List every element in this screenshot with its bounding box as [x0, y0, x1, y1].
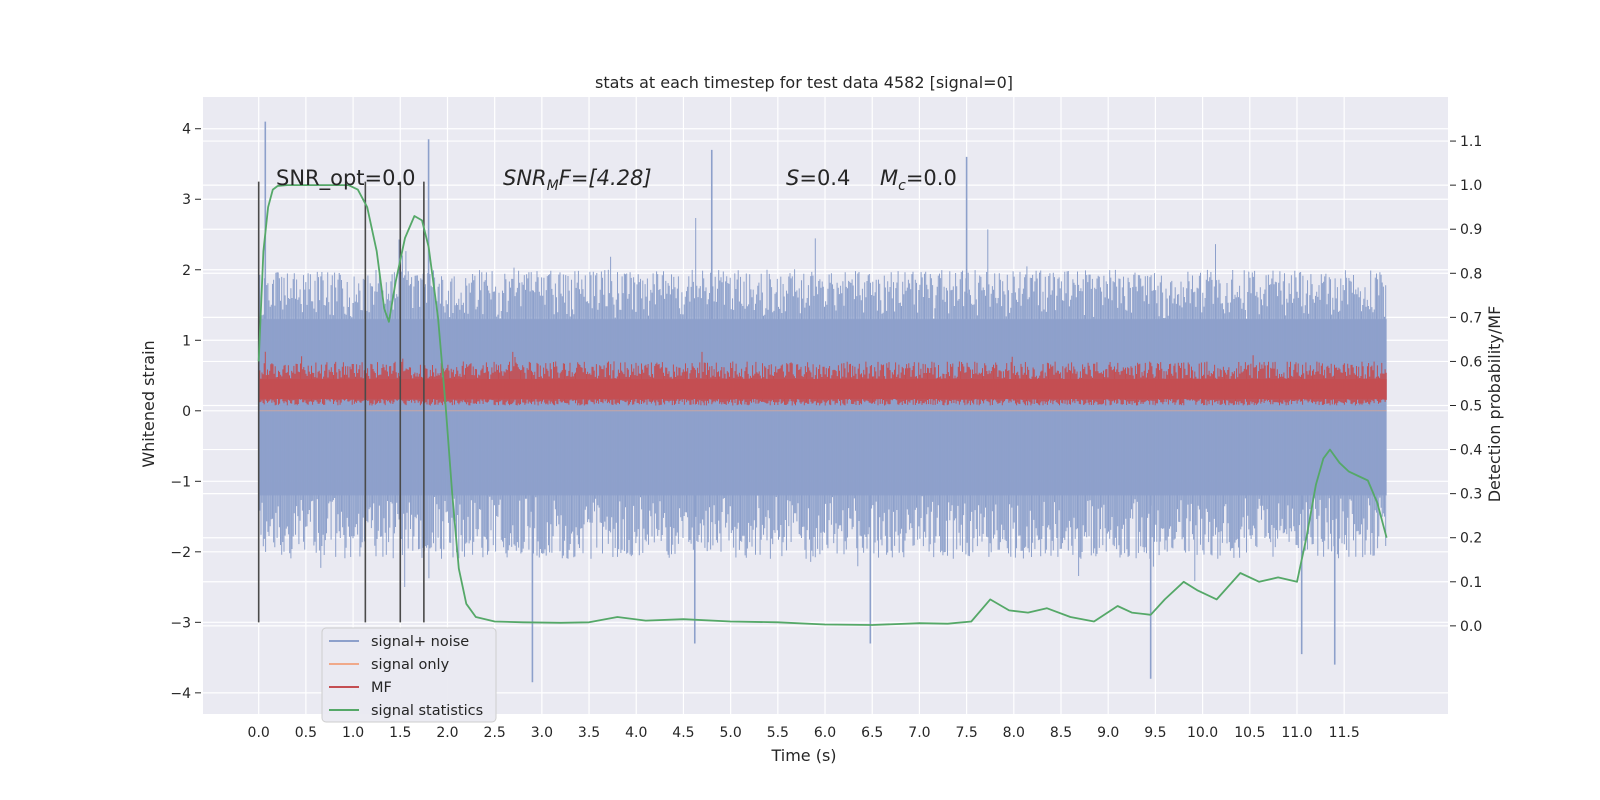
y-right-tick-label: 0.9 [1460, 222, 1482, 238]
legend-box [321, 627, 497, 723]
x-tick-label: 0.5 [295, 725, 317, 741]
annotation-mc: Mc=0.0 [880, 166, 957, 194]
y-right-tick-label: 0.3 [1460, 487, 1482, 503]
y-tick-label: 0 [182, 404, 191, 420]
x-tick-label: 7.5 [955, 725, 977, 741]
x-axis-ticks: 0.0 0.5 1.0 1.5 2.0 2.5 3.0 3.5 4.0 4.5 5.0 5.5 6.0 6… [248, 725, 1360, 741]
x-tick-label: 3.0 [531, 725, 553, 741]
y-tick-label: −1 [170, 474, 191, 490]
y-axis-left-ticks: 4 3 2 1 0 −1 −2 −3 −4 [170, 122, 201, 702]
x-tick-label: 5.0 [720, 725, 742, 741]
x-tick-label: 1.0 [342, 725, 364, 741]
series-signal-plus-noise [258, 121, 1387, 683]
series-mf [258, 351, 1387, 406]
x-tick-label: 9.5 [1144, 725, 1166, 741]
y-right-tick-label: 0.5 [1460, 399, 1482, 415]
y-right-tick-label: 0.0 [1460, 619, 1482, 635]
y-right-tick-label: 0.6 [1460, 354, 1482, 370]
legend: signal+ noise signal only MF signal stat… [321, 627, 497, 723]
y-axis-label-left: Whitened strain [139, 340, 158, 467]
x-tick-label: 8.0 [1003, 725, 1025, 741]
x-tick-label: 4.0 [625, 725, 647, 741]
annotation-snr-opt: SNR_opt=0.0 [276, 166, 416, 191]
x-tick-label: 11.5 [1329, 725, 1360, 741]
x-tick-label: 6.5 [861, 725, 883, 741]
y-tick-label: 2 [182, 263, 191, 279]
legend-label-signal-statistics: signal statistics [371, 703, 483, 719]
y-tick-label: −2 [170, 545, 191, 561]
x-tick-label: 4.5 [672, 725, 694, 741]
legend-label-signal-only: signal only [371, 657, 450, 673]
y-right-tick-label: 0.8 [1460, 266, 1482, 282]
x-tick-label: 2.0 [436, 725, 458, 741]
x-tick-label: 8.5 [1050, 725, 1072, 741]
vertical-markers [257, 181, 425, 623]
y-axis-label-right: Detection probability/MF [1485, 306, 1504, 503]
y-right-tick-label: 0.1 [1460, 575, 1482, 591]
x-tick-label: 3.5 [578, 725, 600, 741]
y-right-tick-label: 0.4 [1460, 443, 1482, 459]
y-right-tick-label: 1.0 [1460, 178, 1482, 194]
x-tick-label: 7.0 [908, 725, 930, 741]
legend-label-signal-plus-noise: signal+ noise [371, 634, 469, 650]
y-right-tick-label: 1.1 [1460, 134, 1482, 150]
x-tick-label: 6.0 [814, 725, 836, 741]
x-tick-label: 10.0 [1187, 725, 1218, 741]
y-tick-label: 4 [182, 122, 191, 138]
y-right-tick-label: 0.2 [1460, 531, 1482, 547]
y-tick-label: 1 [182, 333, 191, 349]
x-tick-label: 2.5 [484, 725, 506, 741]
y-tick-label: −3 [170, 615, 191, 631]
x-tick-label: 0.0 [248, 725, 270, 741]
x-tick-label: 9.0 [1097, 725, 1119, 741]
x-tick-label: 5.5 [767, 725, 789, 741]
x-tick-label: 1.5 [389, 725, 411, 741]
legend-label-mf: MF [371, 680, 392, 696]
chart-title: stats at each timestep for test data 458… [595, 73, 1013, 92]
y-tick-label: 3 [182, 192, 191, 208]
x-tick-label: 11.0 [1281, 725, 1312, 741]
y-axis-right-ticks: 1.1 1.0 0.9 0.8 0.7 0.6 0.5 0.4 0.3 0.2 0.1 0.0 [1450, 134, 1482, 635]
x-tick-label: 10.5 [1234, 725, 1265, 741]
annotation-snr-mf: SNRMF=[4.28] [503, 166, 652, 194]
signal-statistics-line [257, 184, 1388, 626]
series-signal-statistics [257, 184, 1388, 626]
x-axis-label: Time (s) [770, 746, 836, 765]
y-tick-label: −4 [170, 686, 191, 702]
y-right-tick-label: 0.7 [1460, 310, 1482, 326]
annotation-s: S=0.4 [786, 166, 850, 190]
